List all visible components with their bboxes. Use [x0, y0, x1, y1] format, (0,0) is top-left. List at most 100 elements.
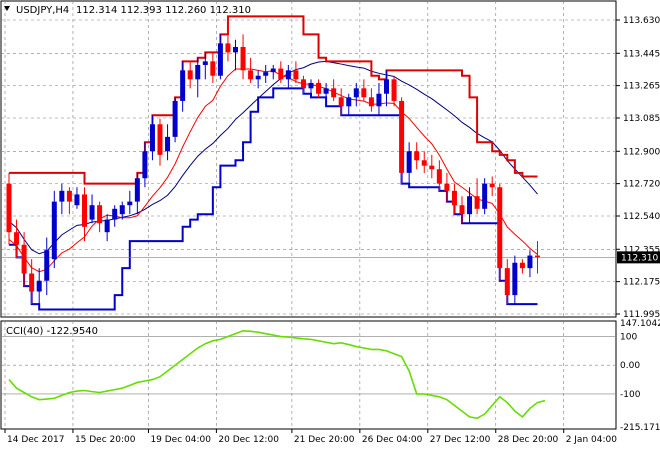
- candle-body[interactable]: [119, 205, 125, 215]
- y-tick-label: 112.900: [623, 147, 660, 157]
- main-plot-area[interactable]: [0, 0, 617, 318]
- candle-body[interactable]: [482, 183, 488, 209]
- cci-panel[interactable]: 147.1042 100 0.00 -100 -215.1718 CCI(40) -12…: [0, 319, 660, 433]
- x-tick-label: 19 Dec 04:00: [150, 435, 211, 445]
- chart-symbol-label: USDJPY,H4: [16, 5, 69, 16]
- x-tick-label: 27 Dec 12:00: [430, 435, 491, 445]
- candle-body[interactable]: [519, 262, 525, 269]
- candle-body[interactable]: [172, 100, 178, 137]
- candle-body[interactable]: [308, 82, 314, 89]
- chart-ohlc-label: 112.314 112.393 112.260 112.310: [76, 5, 251, 16]
- candle-body[interactable]: [59, 190, 65, 202]
- y-tick-label: 112.720: [623, 180, 660, 190]
- candle-body[interactable]: [421, 160, 427, 166]
- candle-body[interactable]: [89, 205, 95, 220]
- candle-body[interactable]: [497, 187, 503, 269]
- current-price-label: 112.310: [621, 253, 658, 263]
- candle-body[interactable]: [202, 61, 208, 65]
- candle-body[interactable]: [217, 43, 223, 76]
- y-tick-label: 112.355: [623, 245, 660, 255]
- candle-body[interactable]: [399, 100, 405, 173]
- collapse-triangle-icon[interactable]: [4, 6, 10, 11]
- candle-body[interactable]: [21, 244, 27, 274]
- cci-line: [8, 329, 546, 420]
- candle-body[interactable]: [187, 70, 193, 80]
- candle-body[interactable]: [210, 61, 216, 76]
- candle-body[interactable]: [14, 232, 20, 245]
- candle-body[interactable]: [331, 88, 337, 98]
- candle-body[interactable]: [504, 268, 510, 296]
- candle-body[interactable]: [489, 183, 495, 188]
- candle-body[interactable]: [44, 250, 50, 281]
- candle-body[interactable]: [436, 169, 442, 184]
- candle-body[interactable]: [270, 68, 276, 73]
- candle-body[interactable]: [527, 255, 533, 269]
- candle-body[interactable]: [467, 196, 473, 215]
- x-tick-label: 2 Jan 04:00: [566, 435, 618, 445]
- candle-body[interactable]: [51, 201, 57, 260]
- candle-body[interactable]: [112, 208, 118, 220]
- main-panel[interactable]: 113.630 113.445 113.265 113.085 112.900 112.7…: [0, 0, 660, 320]
- candle-body[interactable]: [474, 196, 480, 209]
- candle-body[interactable]: [165, 136, 171, 152]
- candle-body[interactable]: [353, 88, 359, 98]
- candle-body[interactable]: [459, 205, 465, 215]
- x-tick-label: 26 Dec 04:00: [362, 435, 423, 445]
- candle-body[interactable]: [255, 75, 261, 80]
- y-tick-label: 113.085: [623, 114, 660, 124]
- candle-body[interactable]: [300, 79, 306, 89]
- candle-body[interactable]: [248, 70, 254, 80]
- candle-body[interactable]: [180, 70, 186, 101]
- candle-body[interactable]: [104, 219, 110, 233]
- y-tick-label: 113.630: [623, 16, 660, 26]
- candle-body[interactable]: [157, 124, 163, 155]
- candle-body[interactable]: [263, 72, 269, 76]
- candle-body[interactable]: [451, 190, 457, 206]
- x-tick-label: 15 Dec 20:00: [75, 435, 136, 445]
- candle-body[interactable]: [444, 183, 450, 191]
- candle-body[interactable]: [323, 88, 329, 94]
- candle-body[interactable]: [74, 194, 80, 206]
- candle-body[interactable]: [346, 97, 352, 107]
- candle-body[interactable]: [429, 165, 435, 170]
- cci-axis: 147.1042 100 0.00 -100 -215.1718: [620, 319, 660, 433]
- candle-body[interactable]: [414, 151, 420, 161]
- candle-body[interactable]: [142, 151, 148, 179]
- cci-title: CCI(40) -122.9540: [6, 326, 98, 337]
- cci-plot-area[interactable]: [0, 320, 617, 430]
- channel-upper-line: [9, 15, 538, 185]
- candle-body[interactable]: [316, 82, 322, 94]
- candle-body[interactable]: [512, 262, 518, 296]
- candle-body[interactable]: [391, 79, 397, 101]
- time-axis: 14 Dec 2017 15 Dec 20:00 19 Dec 04:00 20 De…: [4, 429, 618, 445]
- candle-body[interactable]: [233, 46, 238, 53]
- candle-body[interactable]: [6, 183, 12, 233]
- candle-body[interactable]: [278, 68, 284, 80]
- candle-body[interactable]: [134, 178, 140, 202]
- candle-body[interactable]: [535, 255, 540, 258]
- candle-body[interactable]: [149, 124, 155, 152]
- cci-series: [8, 329, 546, 420]
- candle-body[interactable]: [225, 43, 231, 53]
- candle-body[interactable]: [36, 280, 42, 292]
- cci-tick-label: -100: [620, 390, 641, 400]
- cci-tick-label: 100: [620, 333, 637, 343]
- candle-body[interactable]: [384, 79, 389, 94]
- candles[interactable]: [6, 16, 541, 310]
- candle-body[interactable]: [195, 64, 201, 80]
- candle-body[interactable]: [361, 88, 367, 98]
- candle-body[interactable]: [82, 194, 87, 227]
- y-tick-label: 111.995: [623, 310, 660, 320]
- candle-body[interactable]: [293, 70, 299, 80]
- candle-body[interactable]: [285, 70, 291, 80]
- candle-body[interactable]: [240, 46, 246, 71]
- candle-body[interactable]: [97, 205, 103, 224]
- candle-body[interactable]: [406, 151, 412, 173]
- candle-body[interactable]: [127, 201, 133, 206]
- candle-body[interactable]: [376, 93, 382, 107]
- candle-body[interactable]: [66, 190, 72, 202]
- candle-body[interactable]: [338, 97, 344, 107]
- candle-body[interactable]: [29, 273, 35, 292]
- candle-body[interactable]: [368, 97, 374, 107]
